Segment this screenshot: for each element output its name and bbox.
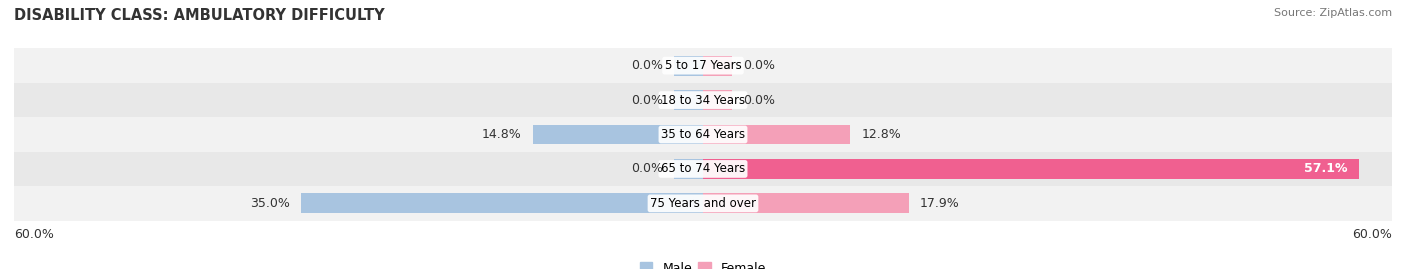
Text: 65 to 74 Years: 65 to 74 Years bbox=[661, 162, 745, 175]
Text: 0.0%: 0.0% bbox=[744, 94, 775, 107]
Legend: Male, Female: Male, Female bbox=[636, 257, 770, 269]
Bar bbox=[14, 186, 1392, 221]
Bar bbox=[703, 125, 851, 144]
Bar bbox=[14, 117, 1392, 152]
Bar bbox=[703, 56, 731, 76]
Text: 60.0%: 60.0% bbox=[14, 228, 53, 241]
Text: Source: ZipAtlas.com: Source: ZipAtlas.com bbox=[1274, 8, 1392, 18]
Text: 0.0%: 0.0% bbox=[631, 94, 662, 107]
Bar bbox=[14, 48, 1392, 83]
Text: 0.0%: 0.0% bbox=[744, 59, 775, 72]
Bar bbox=[703, 90, 731, 110]
Text: 0.0%: 0.0% bbox=[631, 162, 662, 175]
Text: 5 to 17 Years: 5 to 17 Years bbox=[665, 59, 741, 72]
Text: 0.0%: 0.0% bbox=[631, 59, 662, 72]
Text: 35.0%: 35.0% bbox=[250, 197, 290, 210]
Text: 35 to 64 Years: 35 to 64 Years bbox=[661, 128, 745, 141]
Text: 60.0%: 60.0% bbox=[1353, 228, 1392, 241]
Bar bbox=[675, 90, 703, 110]
Text: 17.9%: 17.9% bbox=[920, 197, 960, 210]
Text: 12.8%: 12.8% bbox=[862, 128, 901, 141]
Bar bbox=[675, 159, 703, 179]
Text: 57.1%: 57.1% bbox=[1303, 162, 1347, 175]
Text: DISABILITY CLASS: AMBULATORY DIFFICULTY: DISABILITY CLASS: AMBULATORY DIFFICULTY bbox=[14, 8, 385, 23]
Bar bbox=[703, 193, 908, 213]
Text: 18 to 34 Years: 18 to 34 Years bbox=[661, 94, 745, 107]
Bar bbox=[533, 125, 703, 144]
Bar bbox=[675, 56, 703, 76]
Bar bbox=[14, 152, 1392, 186]
Bar bbox=[301, 193, 703, 213]
Text: 75 Years and over: 75 Years and over bbox=[650, 197, 756, 210]
Text: 14.8%: 14.8% bbox=[482, 128, 522, 141]
Bar bbox=[703, 159, 1358, 179]
Bar bbox=[14, 83, 1392, 117]
